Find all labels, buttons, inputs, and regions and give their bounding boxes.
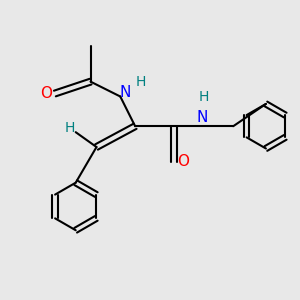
Text: N: N bbox=[196, 110, 208, 125]
Text: H: H bbox=[198, 89, 209, 103]
Text: O: O bbox=[40, 86, 52, 101]
Text: H: H bbox=[64, 121, 75, 135]
Text: H: H bbox=[136, 75, 146, 88]
Text: O: O bbox=[177, 154, 189, 169]
Text: N: N bbox=[119, 85, 130, 100]
